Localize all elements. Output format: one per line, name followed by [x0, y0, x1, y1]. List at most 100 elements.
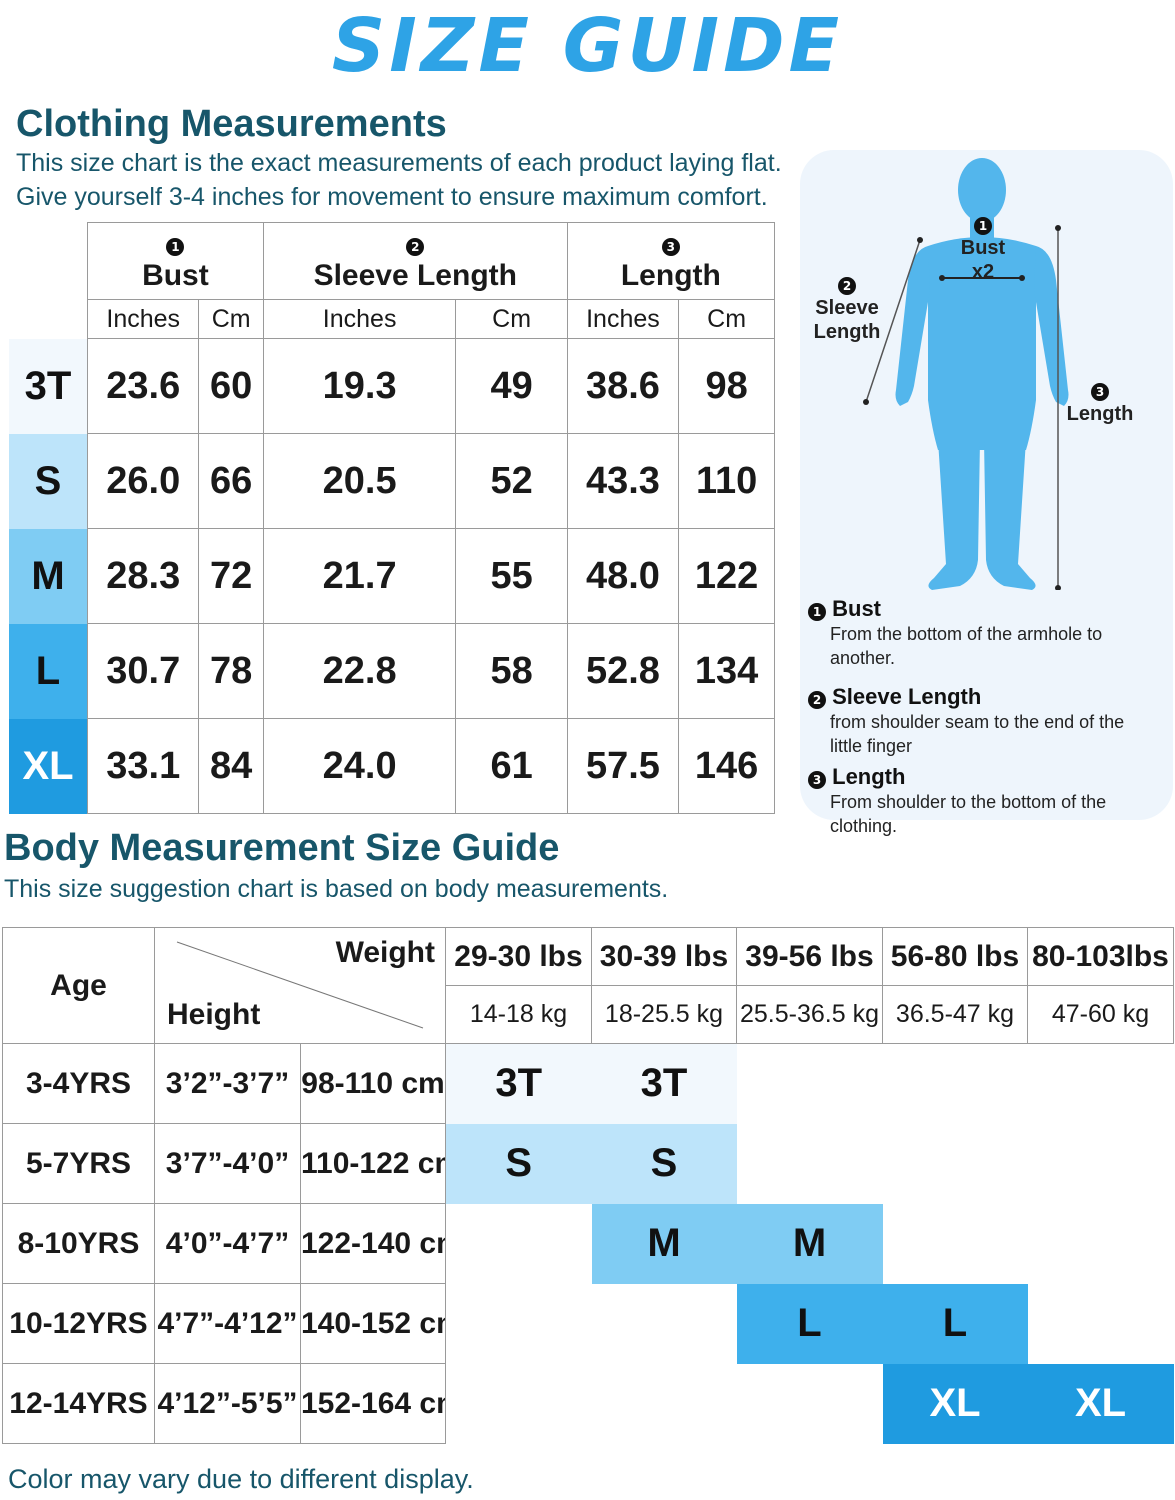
table-row: XL 33.1 84 24.0 61 57.5 146	[9, 718, 775, 814]
weight-label: Weight	[335, 936, 435, 969]
unit-inches: Inches	[566, 299, 680, 339]
measurement-cell: 26.0	[86, 433, 200, 529]
empty-cell	[592, 1284, 737, 1364]
legend-desc: from shoulder seam to the end of the	[830, 712, 1125, 732]
measurement-cell: 38.6	[566, 338, 680, 434]
measurement-cell: 28.3	[86, 528, 200, 624]
recommended-size-cell: 3T	[445, 1043, 592, 1124]
measurement-cell: 52.8	[566, 623, 680, 719]
unit-inches: Inches	[86, 299, 200, 339]
page-title: SIZE GUIDE	[331, 3, 844, 89]
size-label: M	[9, 528, 88, 624]
empty-cell	[1028, 1044, 1174, 1124]
clothing-measurements-table: 1 Bust 2 Sleeve Length 3 Length Inches Cm I…	[9, 222, 776, 814]
age-cell: 8-10YRS	[2, 1203, 155, 1284]
empty-cell	[1028, 1284, 1174, 1364]
age-cell: 5-7YRS	[2, 1123, 155, 1204]
empty-cell	[446, 1284, 592, 1364]
weight-kg-header: 14-18 kg	[445, 985, 592, 1044]
color-disclaimer: Color may vary due to different display.	[8, 1464, 474, 1494]
clothing-heading: Clothing Measurements	[16, 103, 447, 145]
height-ft-cell: 4’7”-4’12”	[154, 1283, 301, 1364]
recommended-size-cell: M	[591, 1203, 737, 1284]
col-header-label: Length	[620, 259, 721, 292]
weight-kg-header: 25.5-36.5 kg	[736, 985, 883, 1044]
measurement-cell: 24.0	[262, 718, 457, 814]
table-row: 3-4YRS 3’2”-3’7” 98-110 cm 3T 3T	[2, 1043, 1174, 1124]
measurement-cell: 134	[678, 623, 775, 719]
legend-title: Length	[832, 764, 906, 789]
height-ft-cell: 3’7”-4’0”	[154, 1123, 301, 1204]
col-header-sleeve-length: 2 Sleeve Length	[262, 222, 568, 300]
empty-cell	[883, 1124, 1028, 1204]
table-row: 3T 23.6 60 19.3 49 38.6 98	[9, 338, 775, 434]
weight-lbs-header: 39-56 lbs	[736, 927, 883, 986]
measurement-cell: 110	[678, 433, 775, 529]
weight-kg-header: 18-25.5 kg	[591, 985, 737, 1044]
age-cell: 3-4YRS	[2, 1043, 155, 1124]
col-header-label: Sleeve Length	[313, 259, 517, 292]
measurement-cell: 98	[678, 338, 775, 434]
body-measurement-table: Age Weight Height 29-30 lbs 30-39 lbs 39…	[2, 927, 1174, 1444]
bust-label: Bust	[960, 237, 1006, 259]
empty-cell	[1028, 1204, 1174, 1284]
number-badge-icon: 3	[661, 238, 680, 256]
number-badge-icon: 3	[808, 771, 826, 789]
measurement-cell: 19.3	[262, 338, 457, 434]
bust-multiplier: x2	[971, 261, 995, 283]
clothing-note-1: This size chart is the exact measurement…	[16, 149, 782, 177]
measurement-cell: 48.0	[566, 528, 680, 624]
weight-kg-header: 47-60 kg	[1027, 985, 1174, 1044]
measurement-cell: 43.3	[566, 433, 680, 529]
height-cm-cell: 98-110 cm	[300, 1043, 446, 1124]
height-label: Height	[167, 998, 261, 1031]
empty-cell	[737, 1124, 883, 1204]
height-cm-cell: 122-140 cm	[300, 1203, 446, 1284]
body-heading: Body Measurement Size Guide	[4, 827, 560, 869]
table-row: L 30.7 78 22.8 58 52.8 134	[9, 623, 775, 719]
measurement-legend: 1 Bust From the bottom of the armhole to…	[808, 596, 1168, 838]
unit-cm: Cm	[198, 299, 264, 339]
measurement-cell: 60	[198, 338, 264, 434]
measurement-cell: 20.5	[262, 433, 457, 529]
measurement-cell: 72	[198, 528, 264, 624]
measurement-cell: 122	[678, 528, 775, 624]
legend-item-length: 3 Length From shoulder to the bottom of …	[808, 764, 1168, 838]
number-badge-icon: 2	[838, 277, 856, 295]
empty-cell	[737, 1364, 883, 1444]
legend-item-sleeve-length: 2 Sleeve Length from shoulder seam to th…	[808, 684, 1168, 758]
weight-lbs-header: 56-80 lbs	[882, 927, 1028, 986]
measurement-cell: 21.7	[262, 528, 457, 624]
height-ft-cell: 4’12”-5’5”	[154, 1363, 301, 1444]
sleeve-label-line-1: Sleeve	[815, 297, 879, 319]
age-header: Age	[2, 927, 155, 1044]
recommended-size-cell: L	[736, 1283, 883, 1364]
measurement-cell: 55	[455, 528, 568, 624]
body-note: This size suggestion chart is based on b…	[4, 875, 669, 903]
recommended-size-cell: XL	[882, 1363, 1028, 1444]
number-badge-icon: 1	[808, 603, 826, 621]
empty-cell	[592, 1364, 737, 1444]
height-cm-cell: 140-152 cm	[300, 1283, 446, 1364]
number-badge-icon: 1	[974, 217, 992, 235]
body-rows: 3-4YRS 3’2”-3’7” 98-110 cm 3T 3T 5-7YRS 3’7”-4…	[2, 1043, 1174, 1444]
measurement-cell: 146	[678, 718, 775, 814]
size-label: 3T	[9, 338, 88, 434]
unit-inches: Inches	[262, 299, 457, 339]
diagonal-divider	[176, 941, 424, 1029]
empty-cell	[883, 1204, 1028, 1284]
length-figure-label: 3 Length	[1062, 378, 1138, 426]
size-label: S	[9, 433, 88, 529]
weight-kg-header: 36.5-47 kg	[882, 985, 1028, 1044]
recommended-size-cell: L	[882, 1283, 1028, 1364]
height-ft-cell: 4’0”-4’7”	[154, 1203, 301, 1284]
length-label: Length	[1066, 403, 1134, 425]
measurement-cell: 78	[198, 623, 264, 719]
number-badge-icon: 3	[1091, 383, 1109, 401]
weight-height-header: Weight Height	[154, 927, 446, 1044]
empty-cell	[446, 1364, 592, 1444]
unit-cm: Cm	[455, 299, 568, 339]
col-header-bust: 1 Bust	[87, 222, 264, 300]
